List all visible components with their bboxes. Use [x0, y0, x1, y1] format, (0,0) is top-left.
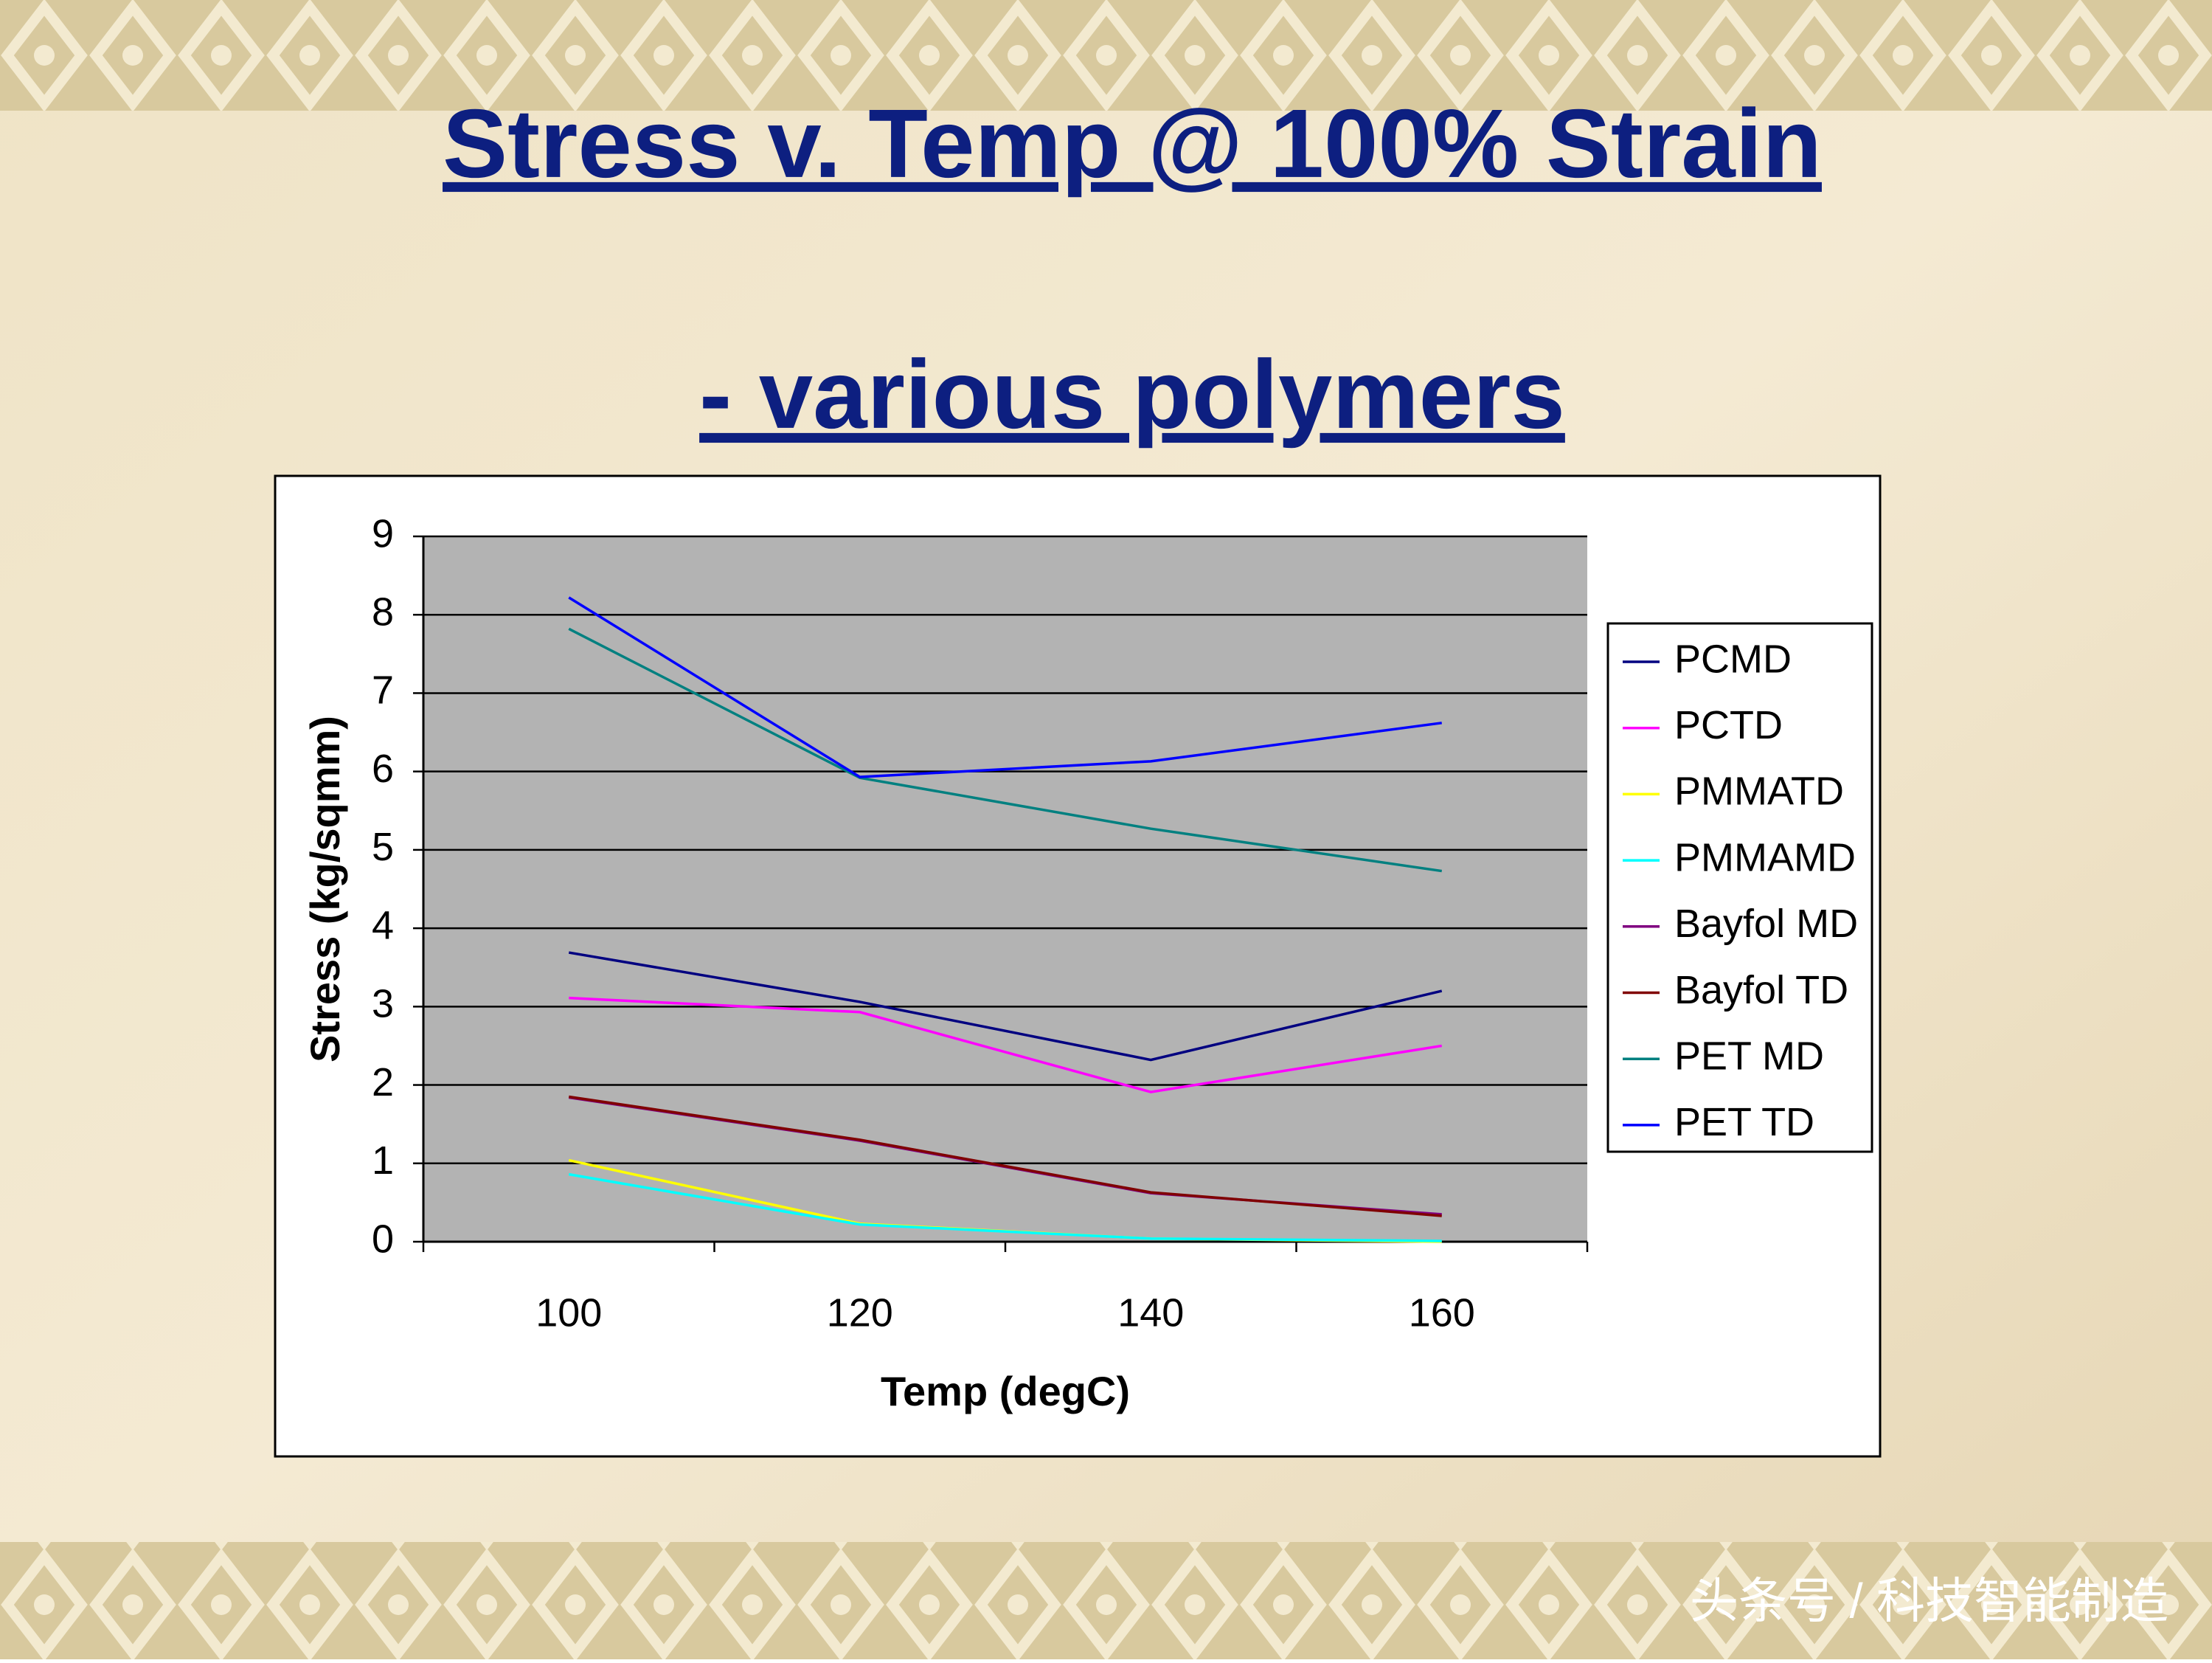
x-tick-label: 140 [1117, 1290, 1184, 1335]
y-tick-label: 7 [372, 668, 394, 713]
legend-label: PCMD [1674, 637, 1792, 681]
y-tick-label: 2 [372, 1060, 394, 1104]
plot-area [423, 536, 1587, 1242]
series-line [569, 996, 1443, 1093]
x-axis-title: Temp (degC) [881, 1368, 1130, 1414]
y-tick-label: 0 [372, 1217, 394, 1261]
y-tick-label: 4 [372, 903, 394, 947]
slide-subtitle: - various polymers [699, 340, 1565, 449]
series-line [568, 627, 1443, 873]
legend-label: PET TD [1674, 1100, 1814, 1144]
bottom-border [0, 1542, 2212, 1659]
y-tick-label: 3 [372, 982, 394, 1026]
y-tick-label: 1 [372, 1138, 394, 1183]
legend-label: Bayfol TD [1674, 968, 1848, 1012]
x-tick-label: 160 [1409, 1290, 1475, 1335]
legend-label: PET MD [1674, 1034, 1824, 1078]
x-tick-label: 100 [535, 1290, 602, 1335]
y-tick-label: 8 [372, 590, 394, 634]
y-axis-title: Stress (kg/sqmm) [302, 716, 348, 1062]
top-border [0, 0, 2212, 111]
y-tick-label: 6 [372, 747, 394, 791]
series-line [568, 951, 1443, 1062]
legend-label: PMMATD [1674, 770, 1844, 814]
series-line [568, 596, 1442, 778]
legend-label: PCTD [1674, 703, 1783, 747]
legend-label: PMMAMD [1674, 835, 1856, 879]
watermark: 头条号 / 科技智能制造 [1690, 1573, 2168, 1628]
y-tick-label: 5 [372, 825, 394, 869]
legend-box [1606, 622, 1873, 1153]
y-tick-label: 9 [372, 511, 394, 556]
x-tick-label: 120 [827, 1290, 893, 1335]
legend-label: Bayfol MD [1674, 902, 1858, 946]
slide-title: Stress v. Temp @ 100% Strain [443, 89, 1822, 198]
series-line [568, 1172, 1442, 1242]
series-line [568, 1095, 1442, 1217]
